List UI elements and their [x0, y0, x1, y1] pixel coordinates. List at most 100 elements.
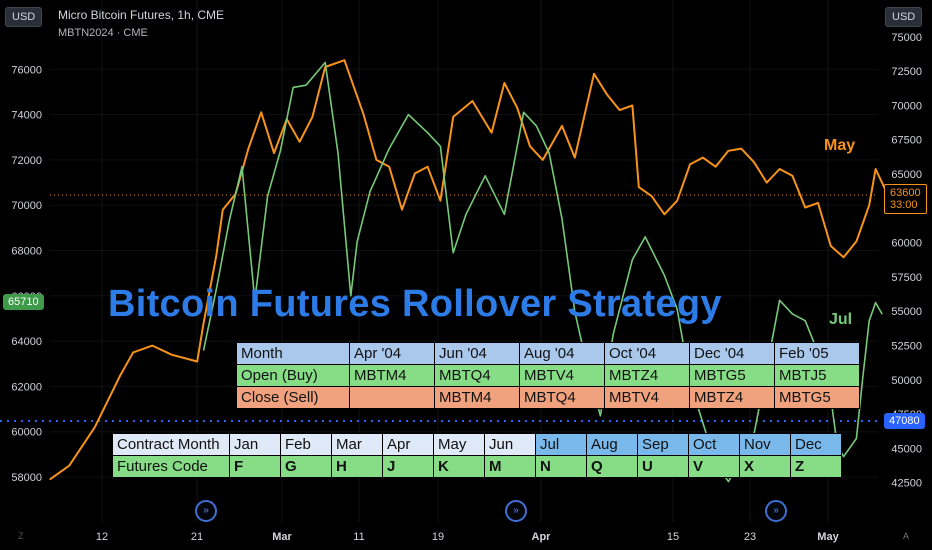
futures-code-cell-1: F [229, 455, 281, 478]
series-jul-point-19 [465, 213, 467, 215]
series-may-point-42 [663, 213, 666, 215]
right-may-price-tag: 63600 33:00 [884, 184, 927, 214]
contract-month-row: Contract Month Jan Feb Mar Apr May Jun Jul Aug Se… [112, 433, 842, 456]
rollover-close-row: Close (Sell) MBTM4 MBTQ4 MBTV4 MBTZ4 MBTG5 [236, 386, 860, 409]
time-axis-tick-7: 23 [744, 531, 756, 543]
jul-series-label: Jul [829, 311, 853, 328]
series-jul-point-9 [324, 61, 326, 64]
series-may-point-20 [363, 114, 365, 116]
series-may-point-14 [273, 152, 275, 154]
series-jul-point-21 [503, 213, 505, 215]
rollover-table: Month Apr '04 Jun '04 Aug '04 Oct '04 Dec '04… [236, 342, 860, 409]
series-jul-point-30 [631, 258, 634, 261]
rollover-close-cell-3: MBTQ4 [519, 386, 605, 409]
right-axis-tick-3: 50000 [891, 375, 922, 387]
series-jul-point-20 [484, 175, 486, 177]
series-jul-point-48 [855, 437, 858, 440]
currency-left-button[interactable]: USD [5, 7, 43, 27]
series-may-point-7 [196, 360, 198, 363]
event-marker-1-icon[interactable]: » [195, 500, 217, 522]
series-jul-point-41 [779, 299, 781, 301]
contract-month-cell-2: Feb [280, 433, 332, 456]
series-may-point-35 [574, 157, 576, 159]
series-jul-point-8 [305, 84, 307, 86]
currency-right-button[interactable]: USD [885, 7, 923, 27]
series-may-point-51 [779, 168, 781, 170]
rollover-close-cell-0: Close (Sell) [236, 386, 350, 409]
series-jul-point-18 [452, 252, 454, 254]
futures-code-cell-10: V [688, 455, 740, 478]
event-marker-3-icon[interactable]: » [765, 500, 787, 522]
symbol-title: Micro Bitcoin Futures, 1h, CME [58, 8, 225, 22]
right-axis-tick-10: 67500 [891, 135, 922, 147]
series-may-point-54 [817, 202, 819, 204]
rollover-header-cell-5: Dec '04 [689, 342, 775, 365]
futures-code-cell-5: K [433, 455, 485, 478]
series-may-point-47 [727, 150, 730, 152]
time-axis-tick-2: Mar [272, 531, 292, 543]
futures-code-cell-4: J [382, 455, 434, 478]
series-jul-point-11 [350, 295, 352, 297]
may-series-label: May [824, 137, 856, 154]
auto-scale-icon[interactable]: A [903, 531, 910, 541]
series-jul-point-3 [241, 166, 243, 168]
time-axis-tick-6: 15 [667, 531, 679, 543]
series-may-point-40 [638, 186, 640, 188]
series-jul-point-26 [574, 311, 576, 313]
series-line-jul [202, 61, 883, 483]
series-jul-point-25 [561, 218, 563, 220]
futures-code-cell-12: Z [790, 455, 842, 478]
left-axis-tick-6: 70000 [11, 200, 42, 212]
series-may-point-37 [606, 93, 608, 95]
contract-month-cell-11: Nov [739, 433, 791, 456]
left-axis-tick-5: 68000 [11, 246, 42, 258]
contract-month-cell-9: Sep [637, 433, 689, 456]
right-axis-tick-4: 52500 [891, 341, 922, 353]
series-may-point-48 [740, 147, 742, 150]
rollover-open-cell-6: MBTJ5 [774, 364, 860, 387]
rollover-open-row: Open (Buy) MBTM4 MBTQ4 MBTV4 MBTZ4 MBTG5 MBTJ5 [236, 364, 860, 387]
futures-code-cell-3: H [331, 455, 383, 478]
event-marker-2-icon[interactable]: » [505, 500, 527, 522]
time-axis-tick-5: Apr [532, 531, 552, 543]
contract-month-cell-0: Contract Month [112, 433, 230, 456]
series-may-point-26 [439, 200, 441, 202]
series-may-point-32 [529, 145, 531, 147]
rollover-open-cell-3: MBTV4 [519, 364, 605, 387]
series-may-point-57 [855, 240, 858, 243]
time-axis-tick-4: 19 [432, 531, 444, 543]
series-jul-point-42 [791, 313, 794, 315]
timezone-icon[interactable]: Z [18, 531, 24, 541]
series-may-point-3 [119, 374, 121, 376]
rollover-header-cell-2: Jun '04 [434, 342, 520, 365]
series-may-point-49 [753, 161, 755, 163]
series-jul-point-13 [369, 191, 371, 193]
series-may-point-29 [491, 132, 493, 134]
series-may-point-27 [452, 116, 454, 118]
rollover-header-cell-6: Feb '05 [774, 342, 860, 365]
right-axis-tick-7: 60000 [891, 238, 922, 250]
time-axis-tick-8: May [817, 531, 839, 543]
series-may-point-2 [94, 426, 96, 428]
right-axis-tick-6: 57500 [891, 272, 922, 284]
series-jul-point-28 [599, 415, 602, 417]
left-jul-price-tag: 65710 [3, 294, 44, 310]
right-axis-tick-13: 75000 [891, 32, 922, 44]
futures-code-cell-2: G [280, 455, 332, 478]
series-may-point-50 [766, 181, 768, 184]
time-axis-tick-0: 12 [96, 531, 108, 543]
series-may-point-16 [299, 141, 301, 143]
contract-month-cell-8: Aug [586, 433, 638, 456]
series-layer [49, 59, 893, 483]
futures-code-row: Futures Code F G H J K M N Q U V X Z [112, 455, 842, 478]
series-may-point-58 [868, 204, 870, 206]
time-axis-tick-1: 21 [191, 531, 203, 543]
right-axis-tick-12: 72500 [891, 66, 922, 78]
futures-code-cell-0: Futures Code [112, 455, 230, 478]
series-jul-point-2 [228, 220, 230, 222]
series-may-point-8 [203, 322, 205, 324]
right-axis-tick-11: 70000 [891, 100, 922, 112]
series-may-point-33 [542, 159, 544, 161]
series-may-point-4 [132, 351, 134, 354]
